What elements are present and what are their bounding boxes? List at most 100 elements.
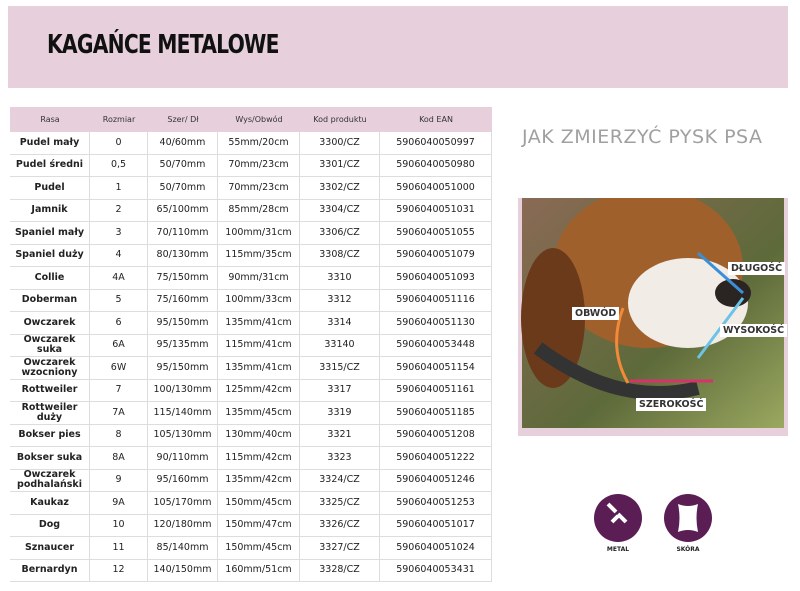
- table-cell: 33140: [300, 334, 380, 357]
- table-cell: 3325/CZ: [300, 492, 380, 515]
- table-cell: 0,5: [90, 154, 148, 177]
- table-cell: 11: [90, 537, 148, 560]
- table-cell: Dog: [10, 514, 90, 537]
- table-cell: 130mm/40cm: [218, 424, 300, 447]
- table-cell: Rottweiler duży: [10, 402, 90, 425]
- table-cell: Pudel: [10, 177, 90, 200]
- table-cell: 9: [90, 469, 148, 492]
- table-cell: 5906040050980: [380, 154, 492, 177]
- table-cell: 105/130mm: [148, 424, 218, 447]
- table-cell: 70/110mm: [148, 222, 218, 245]
- table-cell: 3306/CZ: [300, 222, 380, 245]
- table-cell: 7: [90, 379, 148, 402]
- table-cell: 7A: [90, 402, 148, 425]
- table-cell: 3327/CZ: [300, 537, 380, 560]
- table-cell: 70mm/23cm: [218, 177, 300, 200]
- table-cell: 150mm/45cm: [218, 492, 300, 515]
- table-cell: 12: [90, 559, 148, 582]
- table-cell: 120/180mm: [148, 514, 218, 537]
- table-cell: 5906040051024: [380, 537, 492, 560]
- table-cell: 0: [90, 132, 148, 155]
- table-cell: 3319: [300, 402, 380, 425]
- table-cell: 105/170mm: [148, 492, 218, 515]
- table-cell: 100mm/31cm: [218, 222, 300, 245]
- table-cell: 100mm/33cm: [218, 289, 300, 312]
- table-cell: Owczarek suka: [10, 334, 90, 357]
- table-cell: 5906040051017: [380, 514, 492, 537]
- table-cell: 5906040051079: [380, 244, 492, 267]
- table-cell: 5906040051253: [380, 492, 492, 515]
- table-cell: 3310: [300, 267, 380, 290]
- table-cell: 65/100mm: [148, 199, 218, 222]
- icon-label: METAL: [606, 546, 630, 553]
- column-header: Wys/Obwód: [218, 107, 300, 132]
- table-cell: 3312: [300, 289, 380, 312]
- column-header: Szer/ Dł: [148, 107, 218, 132]
- table-cell: 4: [90, 244, 148, 267]
- table-cell: 3308/CZ: [300, 244, 380, 267]
- table-cell: 75/150mm: [148, 267, 218, 290]
- table-cell: 95/150mm: [148, 357, 218, 380]
- table-cell: 5906040051208: [380, 424, 492, 447]
- table-cell: 5906040051130: [380, 312, 492, 335]
- table-cell: 10: [90, 514, 148, 537]
- table-cell: 3321: [300, 424, 380, 447]
- table-cell: Bokser suka: [10, 447, 90, 470]
- table-cell: 3300/CZ: [300, 132, 380, 155]
- height-label: WYSOKOŚĆ: [720, 324, 788, 337]
- table-cell: 6A: [90, 334, 148, 357]
- table-cell: 3326/CZ: [300, 514, 380, 537]
- table-cell: 50/70mm: [148, 154, 218, 177]
- table-cell: 100/130mm: [148, 379, 218, 402]
- table-cell: 3315/CZ: [300, 357, 380, 380]
- table-cell: 55mm/20cm: [218, 132, 300, 155]
- table-cell: 5906040051000: [380, 177, 492, 200]
- table-cell: 115/140mm: [148, 402, 218, 425]
- table-cell: Bokser pies: [10, 424, 90, 447]
- guide-title: JAK ZMIERZYĆ PYSK PSA: [522, 126, 763, 148]
- table-cell: 3: [90, 222, 148, 245]
- table-cell: 5906040051031: [380, 199, 492, 222]
- table-cell: 95/160mm: [148, 469, 218, 492]
- table-cell: 135mm/42cm: [218, 469, 300, 492]
- table-cell: 140/150mm: [148, 559, 218, 582]
- table-cell: Jamnik: [10, 199, 90, 222]
- table-cell: Owczarek wzocniony: [10, 357, 90, 380]
- table-cell: 5906040053431: [380, 559, 492, 582]
- table-cell: 95/135mm: [148, 334, 218, 357]
- table-cell: 5906040051246: [380, 469, 492, 492]
- length-label: DŁUGOŚĆ: [728, 262, 786, 275]
- table-cell: Owczarek: [10, 312, 90, 335]
- table-cell: 3324/CZ: [300, 469, 380, 492]
- table-cell: 95/150mm: [148, 312, 218, 335]
- table-cell: Collie: [10, 267, 90, 290]
- table-cell: Spaniel mały: [10, 222, 90, 245]
- icon-label: SKÓRA: [676, 546, 700, 553]
- table-cell: 40/60mm: [148, 132, 218, 155]
- table-cell: 135mm/41cm: [218, 357, 300, 380]
- column-header: Kod EAN: [380, 107, 492, 132]
- table-cell: Pudel mały: [10, 132, 90, 155]
- table-cell: 1: [90, 177, 148, 200]
- width-label: SZEROKOŚĆ: [636, 398, 707, 411]
- table-cell: 85/140mm: [148, 537, 218, 560]
- page-title: KAGAŃCE METALOWE: [47, 30, 279, 60]
- table-cell: 135mm/45cm: [218, 402, 300, 425]
- table-cell: 3301/CZ: [300, 154, 380, 177]
- table-cell: 80/130mm: [148, 244, 218, 267]
- table-cell: 8A: [90, 447, 148, 470]
- table-cell: 125mm/42cm: [218, 379, 300, 402]
- column-header: Rozmiar: [90, 107, 148, 132]
- table-cell: 115mm/35cm: [218, 244, 300, 267]
- table-cell: 70mm/23cm: [218, 154, 300, 177]
- table-cell: 5906040051161: [380, 379, 492, 402]
- table-cell: 50/70mm: [148, 177, 218, 200]
- table-cell: Owczarek podhalański: [10, 469, 90, 492]
- table-cell: 90/110mm: [148, 447, 218, 470]
- table-cell: 75/160mm: [148, 289, 218, 312]
- table-cell: 3323: [300, 447, 380, 470]
- table-cell: Rottweiler: [10, 379, 90, 402]
- table-cell: 115mm/41cm: [218, 334, 300, 357]
- table-cell: 5906040051116: [380, 289, 492, 312]
